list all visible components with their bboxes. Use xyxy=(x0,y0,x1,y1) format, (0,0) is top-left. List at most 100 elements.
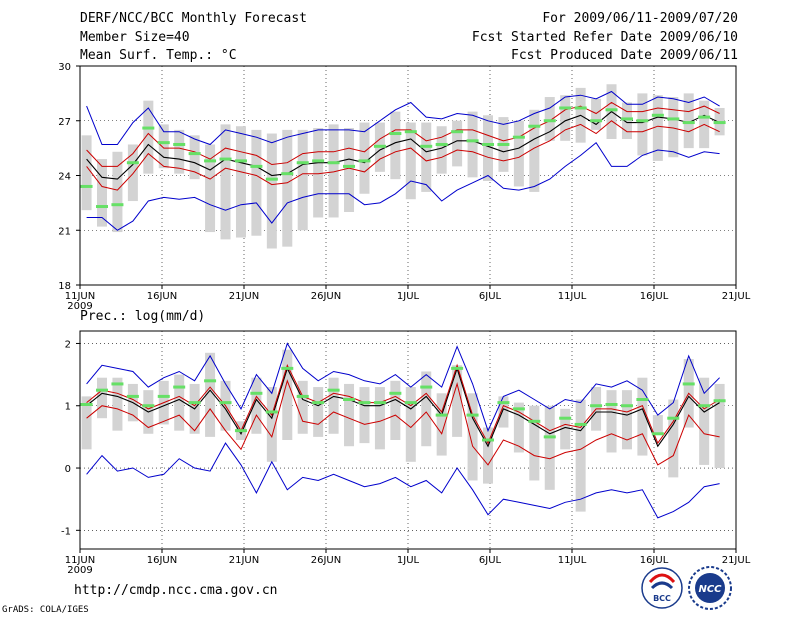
prec-median-mark-25 xyxy=(466,413,479,417)
prec-ytick-label-2: 1 xyxy=(65,402,71,413)
prec-ytick-label-0: -1 xyxy=(61,526,71,537)
prec-median-mark-22 xyxy=(420,385,433,389)
prec-median-mark-41 xyxy=(713,399,726,403)
temp-ytick-label-1: 21 xyxy=(58,226,71,237)
temp-member-bar-11 xyxy=(251,129,262,236)
prec-xtick-label-6: 11JUL xyxy=(558,555,587,566)
prec-median-mark-4 xyxy=(142,404,155,408)
prec-median-mark-40 xyxy=(698,404,711,408)
prec-member-bar-20 xyxy=(390,380,401,440)
prec-median-mark-33 xyxy=(590,404,603,408)
temp-member-bar-9 xyxy=(220,124,231,240)
prec-max-line xyxy=(86,342,720,433)
prec-median-mark-10 xyxy=(234,429,247,433)
temp-member-bar-33 xyxy=(591,98,602,130)
temp-min-line xyxy=(86,141,720,231)
temp-median-mark-9 xyxy=(219,157,232,161)
prec-member-bar-37 xyxy=(652,415,663,434)
temp-member-bar-14 xyxy=(297,129,308,231)
prec-median-mark-30 xyxy=(543,435,556,439)
temp-median-mark-6 xyxy=(173,142,186,146)
forecast-produced-date-label: Fcst Produced Date 2009/06/11 xyxy=(511,48,738,63)
prec-median-mark-15 xyxy=(312,401,325,405)
temp-member-bar-23 xyxy=(436,126,447,174)
prec-member-bar-12 xyxy=(266,387,277,462)
prec-median-mark-37 xyxy=(651,432,664,436)
prec-member-bar-0 xyxy=(81,396,92,450)
prec-median-mark-29 xyxy=(528,419,541,423)
temp-xtick-label-1: 16JUN xyxy=(147,291,177,302)
temp-member-bar-30 xyxy=(544,97,555,141)
forecast-period-label: For 2009/06/11-2009/07/20 xyxy=(542,11,738,26)
prec-member-bar-25 xyxy=(467,393,478,481)
prec-median-mark-3 xyxy=(126,394,139,398)
prec-member-bar-22 xyxy=(421,371,432,447)
prec-median-mark-12 xyxy=(265,410,278,414)
temp-median-mark-37 xyxy=(651,113,664,117)
temp-median-mark-11 xyxy=(250,164,263,168)
prec-median-mark-20 xyxy=(389,391,402,395)
temp-member-bar-15 xyxy=(313,128,324,218)
prec-member-bar-28 xyxy=(513,402,524,453)
temp-xtick-label-2: 21JUN xyxy=(229,291,259,302)
prec-upper-line xyxy=(86,363,720,445)
prec-median-mark-8 xyxy=(204,379,217,383)
prec-member-bar-34 xyxy=(606,390,617,453)
prec-median-mark-2 xyxy=(111,382,124,386)
prec-lower-line xyxy=(86,379,720,466)
temp-member-bar-31 xyxy=(560,95,571,141)
temp-median-mark-33 xyxy=(590,119,603,123)
prec-xtick-label-3: 26JUN xyxy=(311,555,341,566)
prec-member-bar-1 xyxy=(97,377,107,419)
prec-member-bar-11 xyxy=(251,377,262,434)
prec-xtick-label-7: 16JUL xyxy=(640,555,669,566)
prec-median-mark-23 xyxy=(435,413,448,417)
forecast-start-date-label: Fcst Started Refer Date 2009/06/10 xyxy=(471,30,738,45)
temp-lower-line xyxy=(86,120,720,191)
temp-median-mark-2 xyxy=(111,203,124,207)
prec-xtick-label-5: 6JUL xyxy=(479,555,502,566)
temp-member-bar-38 xyxy=(668,97,679,158)
prec-median-mark-21 xyxy=(404,401,417,405)
prec-xtick-label-0: 11JUN xyxy=(65,555,95,566)
temp-median-mark-26 xyxy=(482,142,494,146)
prec-median-mark-32 xyxy=(574,422,587,426)
temp-member-bar-8 xyxy=(205,144,216,233)
prec-member-bar-35 xyxy=(621,390,632,450)
prec-median-mark-16 xyxy=(327,388,340,392)
temp-median-mark-28 xyxy=(512,135,525,139)
prec-median-mark-39 xyxy=(682,382,695,386)
prec-median-mark-26 xyxy=(482,438,494,442)
source-url-link[interactable]: http://cmdp.ncc.cma.gov.cn xyxy=(74,583,278,598)
prec-member-bar-14 xyxy=(297,380,308,434)
prec-member-bar-24 xyxy=(452,365,463,437)
prec-xtick-label-1: 16JUN xyxy=(147,555,177,566)
prec-median-mark-0 xyxy=(80,402,93,406)
temp-median-mark-15 xyxy=(312,159,325,163)
temp-median-mark-8 xyxy=(204,159,217,163)
prec-xtick-label-2: 21JUN xyxy=(229,555,259,566)
temp-median-mark-38 xyxy=(667,117,680,121)
temp-member-bar-5 xyxy=(158,124,169,169)
prec-median-mark-6 xyxy=(173,385,186,389)
temp-median-mark-32 xyxy=(574,106,587,110)
prec-median-mark-1 xyxy=(96,388,108,392)
temp-member-bar-2 xyxy=(112,151,123,233)
temp-member-bar-16 xyxy=(328,124,339,218)
temp-median-mark-21 xyxy=(404,130,417,134)
prec-member-bar-26 xyxy=(483,427,493,484)
temp-member-bar-35 xyxy=(621,102,632,139)
temp-median-mark-24 xyxy=(451,130,464,134)
temp-median-mark-23 xyxy=(435,142,448,146)
temp-median-mark-40 xyxy=(698,115,711,119)
temp-member-bar-20 xyxy=(390,111,401,180)
prec-member-bar-13 xyxy=(282,349,293,440)
temp-xtick-label-8: 21JUL xyxy=(722,291,751,302)
prec-member-bar-18 xyxy=(359,387,370,444)
prec-xtick-label-8: 21JUL xyxy=(722,555,751,566)
temp-member-bar-26 xyxy=(483,115,493,181)
temp-median-mark-17 xyxy=(343,164,356,168)
temp-median-mark-7 xyxy=(188,152,201,156)
temp-member-bar-36 xyxy=(637,93,648,156)
